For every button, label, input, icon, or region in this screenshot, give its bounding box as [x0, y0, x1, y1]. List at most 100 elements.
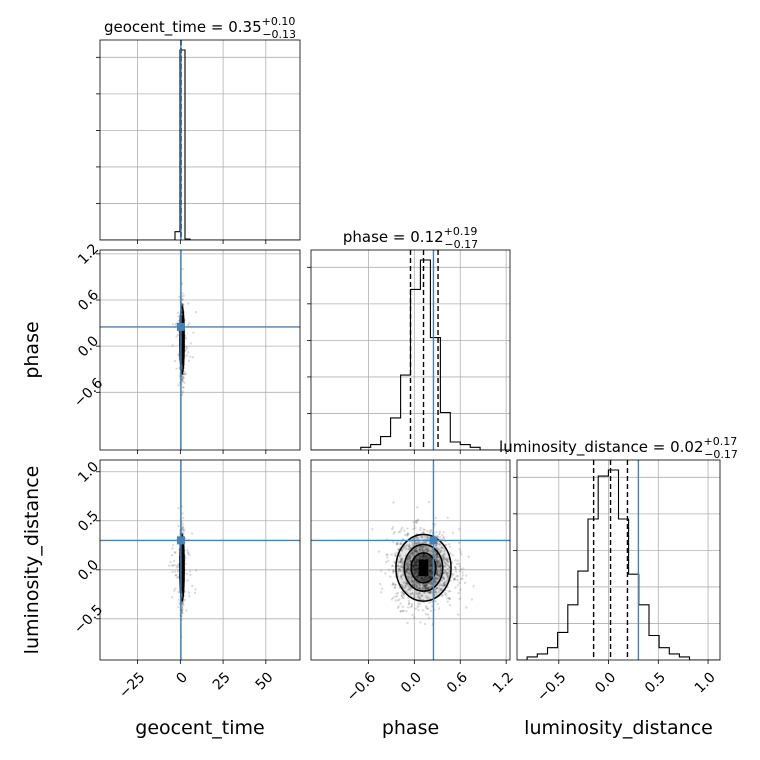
sample-point [194, 311, 198, 314]
sample-point [183, 381, 186, 384]
sample-point [408, 545, 411, 548]
sample-point [415, 521, 419, 524]
sample-point [171, 570, 174, 573]
sample-point [415, 575, 418, 578]
sample-point [429, 558, 432, 562]
sample-point [400, 557, 403, 561]
sample-point [418, 548, 422, 551]
sample-point [185, 354, 189, 357]
sample-point [423, 591, 426, 595]
sample-point [421, 555, 424, 558]
sample-point [422, 555, 425, 558]
sample-point [414, 561, 417, 565]
sample-point [447, 590, 450, 593]
sample-point [423, 584, 426, 587]
sample-point [190, 532, 194, 535]
sample-point [458, 565, 462, 568]
sample-point [410, 605, 413, 609]
sample-point [418, 584, 421, 587]
sample-point [406, 557, 410, 561]
truth-marker [429, 536, 438, 545]
sample-point [416, 561, 419, 564]
x-tick-label: −25 [116, 669, 148, 701]
sample-point [185, 337, 188, 340]
sample-point [461, 571, 464, 574]
sample-point [437, 566, 440, 569]
sample-point [440, 587, 443, 591]
sample-point [406, 575, 409, 579]
sample-point [435, 552, 439, 556]
sample-point [430, 564, 433, 567]
sample-point [436, 565, 440, 569]
sample-point [441, 533, 444, 537]
sample-point [438, 574, 441, 577]
sample-point [416, 595, 419, 598]
sample-point [422, 577, 425, 580]
sample-point [447, 564, 450, 567]
sample-point [412, 521, 415, 524]
sample-point [415, 542, 418, 545]
sample-point [428, 563, 431, 567]
sample-point [407, 602, 411, 605]
sample-point [402, 594, 406, 597]
sample-point [429, 590, 432, 593]
panel-frame [99, 459, 301, 661]
sample-point [410, 602, 414, 606]
sample-point [401, 605, 405, 608]
sample-point [415, 549, 418, 552]
sample-point [435, 577, 438, 580]
sample-point [442, 557, 445, 560]
sample-point [414, 542, 417, 545]
sample-point [447, 575, 450, 578]
sample-point [456, 613, 460, 616]
sample-point [436, 573, 439, 576]
sample-point [425, 541, 428, 545]
sample-point [187, 591, 191, 594]
sample-point [175, 335, 178, 338]
sample-point [437, 564, 440, 567]
sample-point [414, 568, 417, 572]
sample-point [420, 579, 424, 582]
sample-point [426, 587, 429, 590]
sample-point [445, 594, 448, 597]
sample-point [174, 322, 177, 326]
sample-point [428, 601, 431, 605]
sample-point [422, 531, 425, 534]
sample-point [407, 563, 410, 567]
sample-point [437, 570, 440, 573]
sample-point [409, 574, 413, 577]
sample-point [401, 610, 405, 613]
sample-point [412, 583, 416, 586]
sample-point [393, 560, 396, 564]
sample-point [423, 580, 426, 583]
sample-point [434, 544, 437, 548]
sample-point [434, 587, 437, 590]
sample-point [440, 546, 443, 549]
sample-point [427, 549, 430, 552]
sample-point [404, 584, 408, 588]
sample-point [390, 598, 393, 601]
sample-point [418, 556, 421, 560]
sample-point [182, 516, 185, 520]
sample-point [413, 564, 416, 567]
sample-point [457, 541, 461, 544]
sample-point [380, 587, 384, 590]
sample-point [395, 592, 398, 595]
sample-point [405, 568, 409, 572]
sample-point [429, 570, 432, 574]
sample-point [394, 599, 397, 602]
sample-point [186, 549, 189, 552]
sample-point [447, 560, 450, 563]
sample-point [421, 594, 424, 598]
sample-point [181, 298, 184, 302]
sample-point [458, 597, 461, 601]
sample-point [411, 579, 414, 582]
sample-point [416, 575, 419, 578]
sample-point [403, 586, 407, 589]
sample-point [435, 571, 439, 575]
sample-point [181, 527, 184, 531]
sample-point [399, 557, 402, 561]
sample-point [446, 597, 449, 600]
sample-point [418, 554, 421, 558]
sample-point [426, 536, 429, 539]
